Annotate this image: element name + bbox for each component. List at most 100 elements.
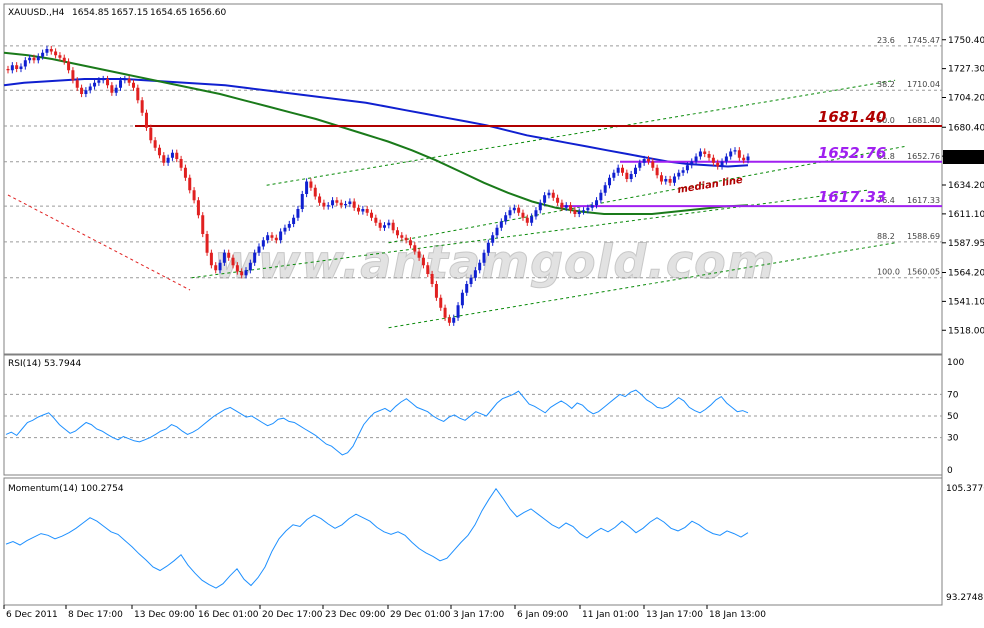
- candle-body: [318, 196, 322, 203]
- rsi-line: [5, 389, 749, 456]
- time-tick-label: 11 Jan 01:00: [582, 610, 639, 620]
- candle-body: [257, 246, 261, 253]
- time-tick-label: 18 Jan 13:00: [709, 610, 766, 620]
- ohlc-close: 1656.60: [189, 8, 226, 18]
- time-tick-label: 13 Jan 17:00: [646, 610, 703, 620]
- candle-body: [374, 217, 378, 223]
- candle-body: [564, 205, 568, 208]
- candle-body: [110, 85, 114, 93]
- candle-body: [170, 152, 174, 158]
- candle-body: [205, 234, 209, 253]
- candle-body: [361, 209, 365, 212]
- candle-body: [348, 201, 352, 204]
- candle-body: [733, 150, 737, 152]
- candle-body: [214, 265, 218, 271]
- candle-body: [266, 235, 270, 241]
- candle-body: [15, 65, 19, 69]
- candle-body: [491, 235, 495, 243]
- fib-price-label: 1588.69: [907, 232, 940, 241]
- candle-body: [309, 181, 313, 188]
- ohlc-low: 1654.65: [150, 8, 187, 18]
- candle-body: [443, 307, 447, 318]
- candle-body: [84, 90, 88, 94]
- candle-body: [646, 159, 650, 162]
- candle-body: [36, 56, 40, 61]
- momentum-tick-label: 93.2748: [946, 593, 983, 603]
- candle-body: [123, 79, 127, 81]
- candle-body: [136, 87, 140, 101]
- candle-body: [45, 49, 49, 53]
- fib-ratio-label: 76.4: [877, 196, 895, 205]
- candle-body: [322, 202, 326, 207]
- price-tick-label: 1750.40: [948, 36, 984, 46]
- candle-body: [543, 195, 547, 203]
- candle-body: [495, 227, 499, 236]
- candle-body: [651, 161, 655, 168]
- candle-body: [746, 156, 750, 161]
- current-price-box: [943, 150, 984, 164]
- candle-body: [140, 100, 144, 113]
- rsi-tick-label: 30: [947, 434, 959, 444]
- fib-ratio-label: 23.6: [877, 36, 895, 45]
- candle-body: [292, 217, 296, 224]
- candle-body: [460, 292, 464, 306]
- candle-body: [608, 177, 612, 186]
- candle-body: [209, 252, 213, 266]
- ma-green-line: [3, 51, 749, 215]
- candle-body: [80, 87, 84, 94]
- candle-body: [179, 159, 183, 168]
- candle-body: [300, 194, 304, 209]
- price-tick-label: 1587.95: [948, 239, 984, 249]
- ohlc-high: 1657.15: [111, 8, 148, 18]
- candle-body: [41, 52, 45, 57]
- candle-body: [439, 297, 443, 308]
- candle-body: [188, 177, 192, 191]
- candle-body: [378, 222, 382, 228]
- candle-body: [434, 284, 438, 298]
- candle-body: [478, 262, 482, 271]
- candle-body: [633, 167, 637, 174]
- time-tick-label: 6 Jan 09:00: [517, 610, 569, 620]
- candle-body: [240, 271, 244, 276]
- candle-body: [19, 66, 23, 69]
- price-tick-label: 1518.00: [948, 326, 984, 336]
- price-tick-label: 1680.40: [948, 123, 984, 133]
- candle-body: [127, 79, 131, 83]
- candle-body: [525, 217, 529, 223]
- candle-body: [270, 235, 274, 238]
- fib-ratio-label: 61.8: [877, 152, 895, 161]
- candle-body: [339, 202, 343, 206]
- candle-body: [590, 205, 594, 208]
- candle-body: [6, 69, 10, 71]
- candle-body: [547, 192, 551, 196]
- candle-body: [93, 82, 97, 87]
- candle-body: [387, 222, 391, 226]
- candle-body: [370, 212, 374, 218]
- candle-body: [672, 176, 676, 183]
- current-price-label: 1656.60: [946, 153, 983, 163]
- candle-body: [711, 157, 715, 163]
- candle-body: [404, 237, 408, 241]
- candle-body: [192, 190, 196, 201]
- panel-frame-1: [3, 354, 943, 476]
- candle-body: [724, 156, 728, 162]
- candle-body: [668, 179, 672, 183]
- price-tick-label: 1634.20: [948, 181, 984, 191]
- candle-body: [469, 277, 473, 284]
- time-tick-label: 6 Dec 2011: [6, 610, 58, 620]
- candle-body: [521, 212, 525, 218]
- candle-body: [729, 151, 733, 157]
- candle-body: [400, 235, 404, 238]
- candle-body: [638, 162, 642, 168]
- candle-body: [720, 161, 724, 167]
- fib-price-label: 1560.05: [907, 268, 940, 277]
- level-label-1: 1652.76: [818, 144, 886, 162]
- candle-body: [131, 82, 135, 88]
- fib-price-label: 1681.40: [907, 116, 940, 125]
- candle-body: [166, 157, 170, 163]
- level-label-2: 1617.33: [818, 188, 886, 206]
- price-tick-label: 1727.30: [948, 65, 984, 75]
- time-tick-label: 20 Dec 17:00: [262, 610, 323, 620]
